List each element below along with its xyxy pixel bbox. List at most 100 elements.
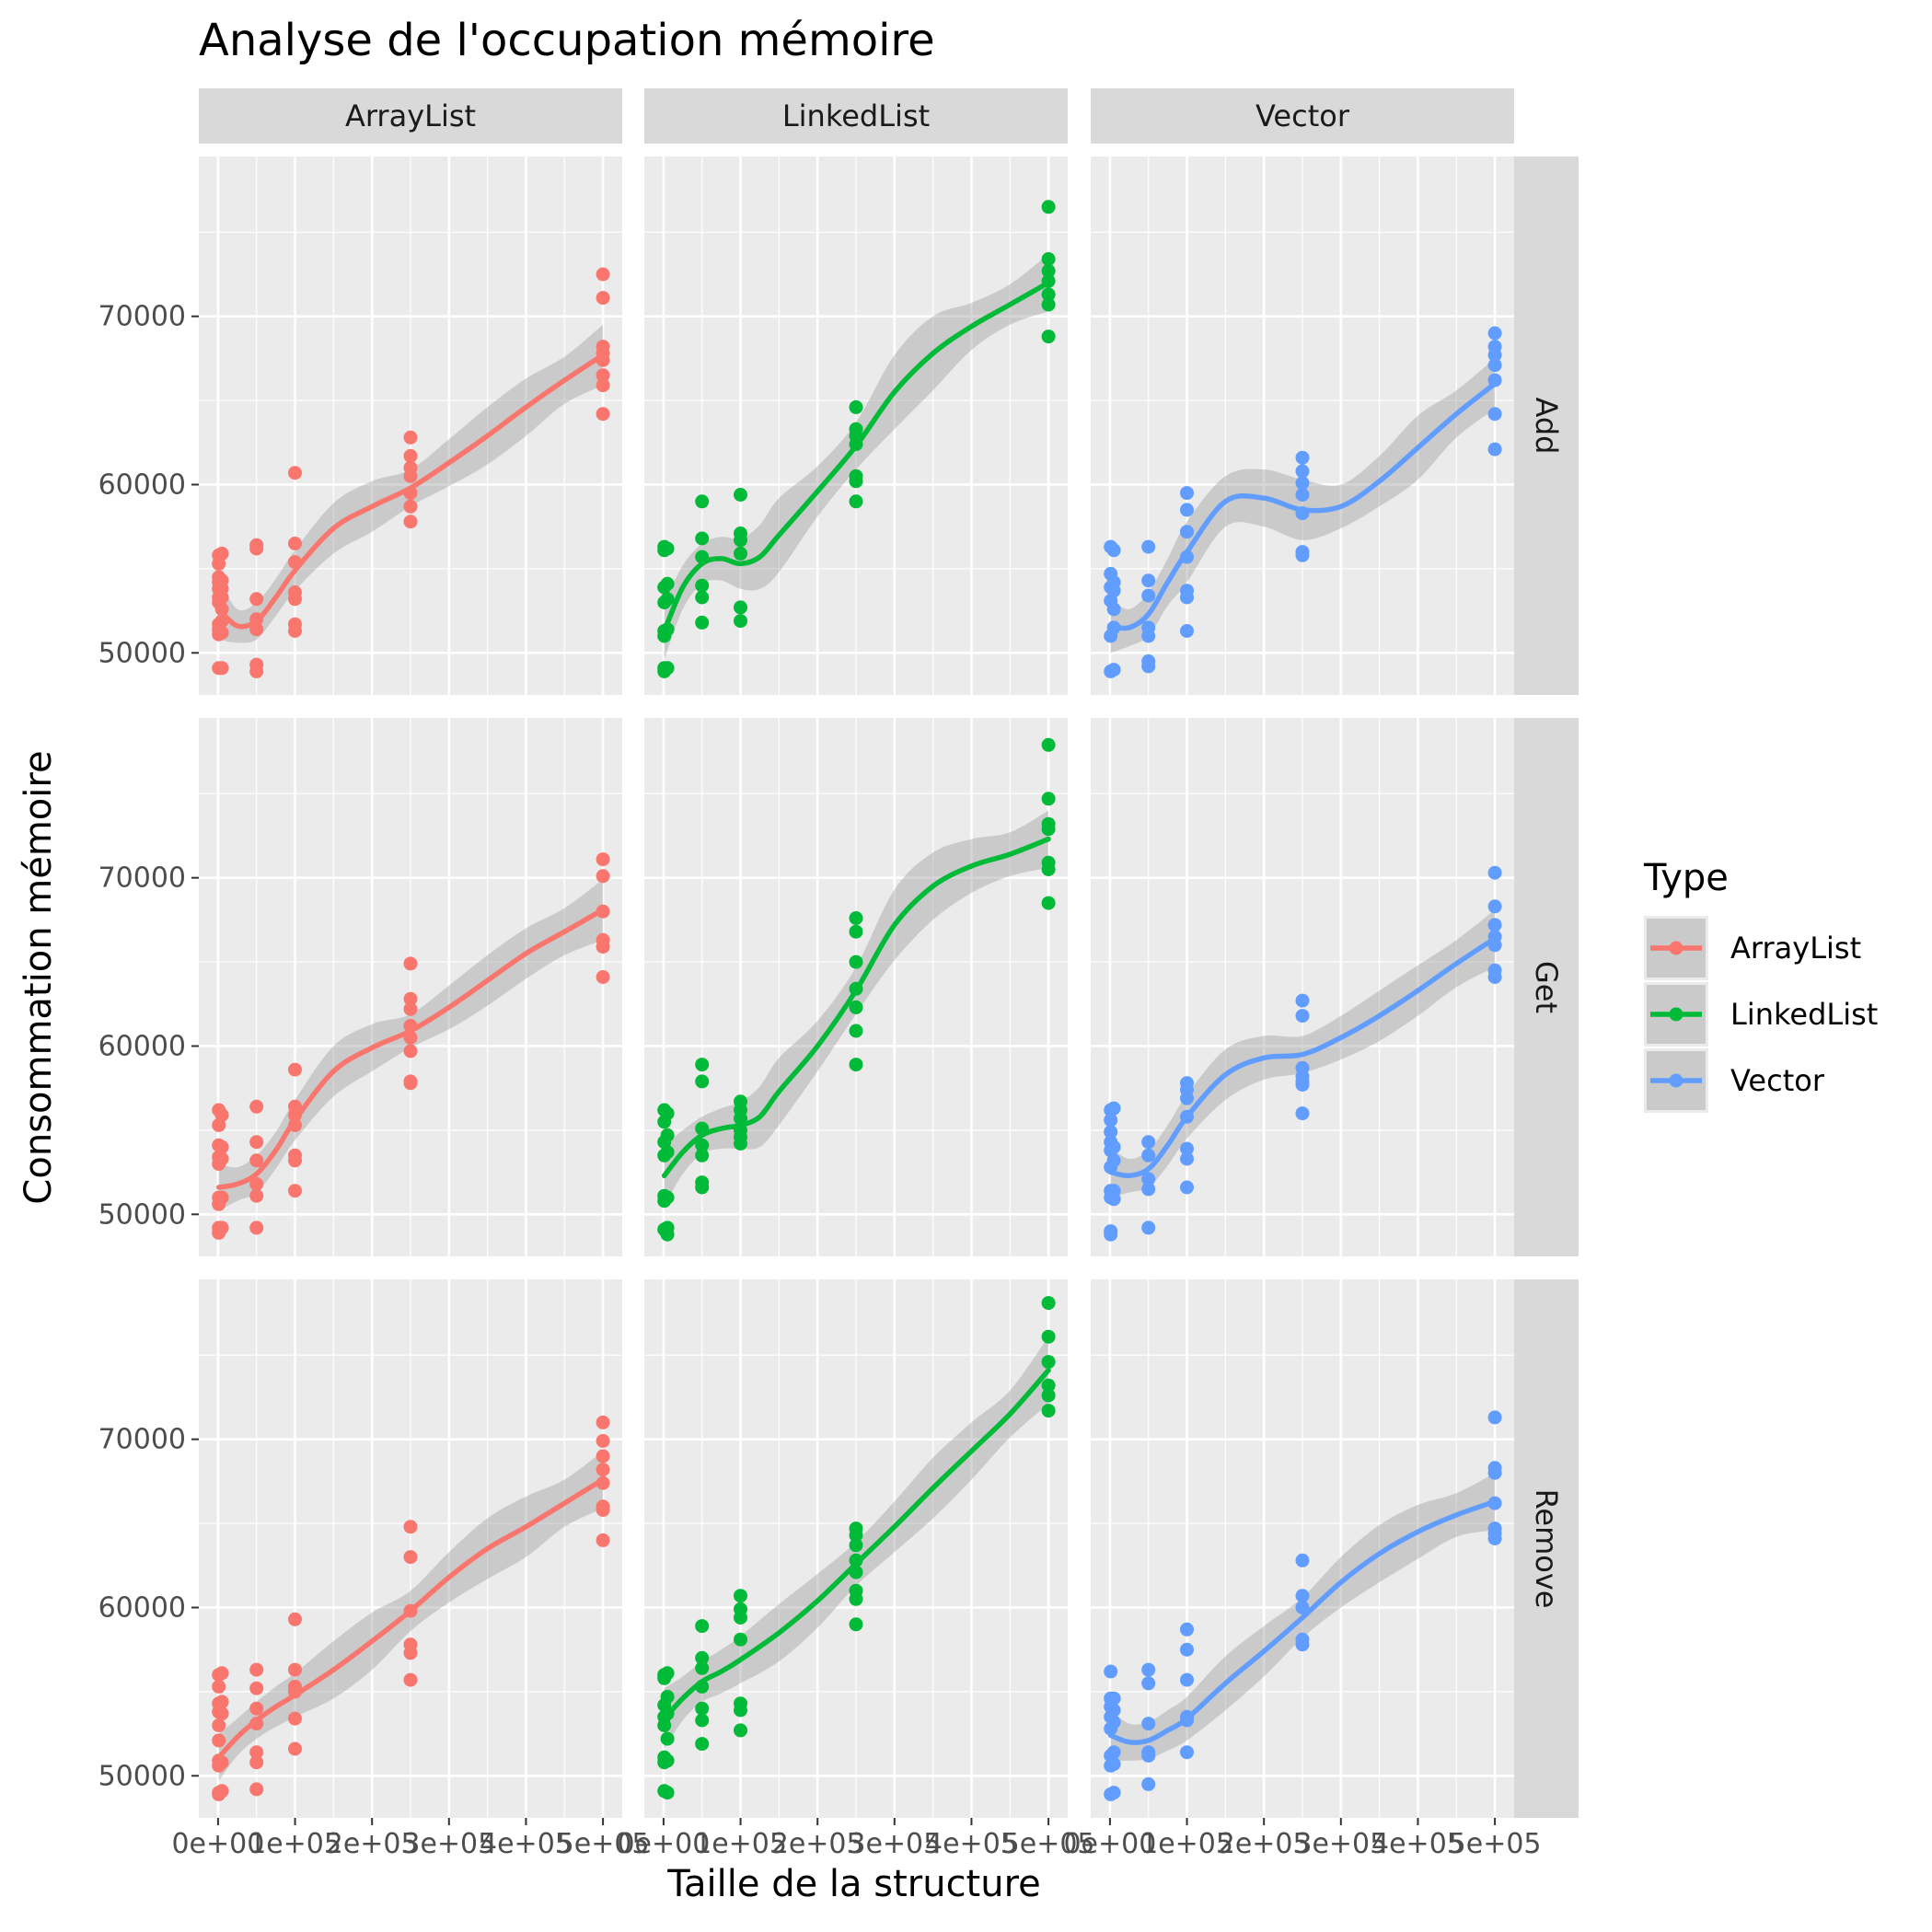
x-tick-label: 3e+05 (1294, 1828, 1387, 1860)
data-point (849, 399, 863, 414)
data-point (695, 578, 710, 593)
data-point (695, 1138, 710, 1152)
x-tick-label: 0e+00 (171, 1828, 264, 1860)
data-point (1141, 1776, 1156, 1791)
legend-key-point (1669, 941, 1683, 955)
data-point (1295, 548, 1310, 562)
data-point (660, 1227, 675, 1242)
data-point (1041, 896, 1056, 910)
data-point (249, 664, 264, 678)
legend-label: Vector (1730, 1063, 1825, 1098)
data-point (1106, 663, 1121, 677)
data-point (849, 911, 863, 925)
data-point (596, 368, 610, 383)
data-point (695, 1737, 710, 1752)
legend-title: Type (1643, 857, 1729, 899)
data-point (249, 541, 264, 556)
data-point (660, 1731, 675, 1746)
data-point (403, 991, 418, 1006)
data-point (1106, 584, 1121, 598)
data-point (596, 378, 610, 393)
data-point (214, 625, 229, 640)
data-point (734, 1632, 747, 1647)
data-point (1295, 1589, 1310, 1603)
data-point (1180, 1141, 1194, 1156)
data-point (214, 1666, 229, 1681)
legend-label: LinkedList (1730, 997, 1878, 1032)
data-point (1041, 1388, 1056, 1403)
y-tick-label: 70000 (98, 1424, 186, 1456)
data-point (1141, 1748, 1156, 1763)
data-point (1104, 1664, 1118, 1679)
data-point (214, 1151, 229, 1166)
data-point (403, 1076, 418, 1091)
data-point (249, 1099, 264, 1114)
data-point (403, 515, 418, 529)
data-point (1141, 1717, 1156, 1731)
data-point (249, 1135, 264, 1150)
plot-title: Analyse de l'occupation mémoire (199, 15, 935, 66)
data-point (1487, 358, 1502, 373)
data-point (249, 1755, 264, 1770)
data-point (849, 1000, 863, 1014)
data-point (212, 1679, 226, 1694)
data-point (1141, 629, 1156, 643)
data-point (1487, 348, 1502, 363)
data-point (1041, 822, 1056, 837)
data-point (849, 1528, 863, 1543)
x-tick-label: 2e+05 (1218, 1828, 1311, 1860)
data-point (734, 600, 747, 615)
data-point (1295, 1078, 1310, 1092)
data-point (1295, 1553, 1310, 1568)
data-point (660, 1106, 675, 1121)
data-point (596, 970, 610, 984)
data-point (660, 1666, 675, 1681)
panel-remove-arraylist (199, 1279, 622, 1818)
strip-vector (1091, 88, 1514, 144)
x-tick-label: 1e+05 (1140, 1828, 1233, 1860)
data-point (1295, 1106, 1310, 1121)
data-point (1104, 1125, 1118, 1140)
data-point (695, 1713, 710, 1728)
x-tick-label: 2e+05 (771, 1828, 864, 1860)
data-point (734, 1703, 747, 1718)
y-tick-label: 50000 (98, 1198, 186, 1231)
data-point (657, 1718, 672, 1732)
data-point (849, 1538, 863, 1553)
data-point (249, 592, 264, 607)
data-point (1180, 1091, 1194, 1105)
data-point (1141, 588, 1156, 603)
data-point (660, 1145, 675, 1160)
x-tick-label: 3e+05 (402, 1828, 495, 1860)
data-point (1295, 450, 1310, 465)
data-point (403, 1646, 418, 1660)
data-point (1141, 1172, 1156, 1186)
data-point (249, 1153, 264, 1168)
data-point (1106, 1715, 1121, 1730)
data-point (849, 954, 863, 969)
data-point (288, 1662, 302, 1677)
data-point (212, 1718, 226, 1732)
data-point (214, 1107, 229, 1122)
y-tick-label: 60000 (98, 1591, 186, 1624)
data-point (1180, 1622, 1194, 1637)
data-point (288, 1612, 302, 1626)
data-point (849, 924, 863, 939)
data-point (596, 940, 610, 954)
data-point (1041, 862, 1056, 876)
data-point (1141, 1182, 1156, 1197)
data-point (1104, 1227, 1118, 1242)
data-point (1041, 200, 1056, 214)
data-point (1041, 1378, 1056, 1393)
data-point (1041, 737, 1056, 752)
y-tick-label: 60000 (98, 469, 186, 501)
panel-add-arraylist (199, 156, 622, 695)
data-point (1180, 1180, 1194, 1195)
data-point (596, 1463, 610, 1477)
data-point (214, 1221, 229, 1235)
panel-get-vector (1091, 718, 1514, 1256)
data-point (288, 1153, 302, 1168)
x-tick-label: 0e+00 (1063, 1828, 1156, 1860)
data-point (1180, 624, 1194, 638)
